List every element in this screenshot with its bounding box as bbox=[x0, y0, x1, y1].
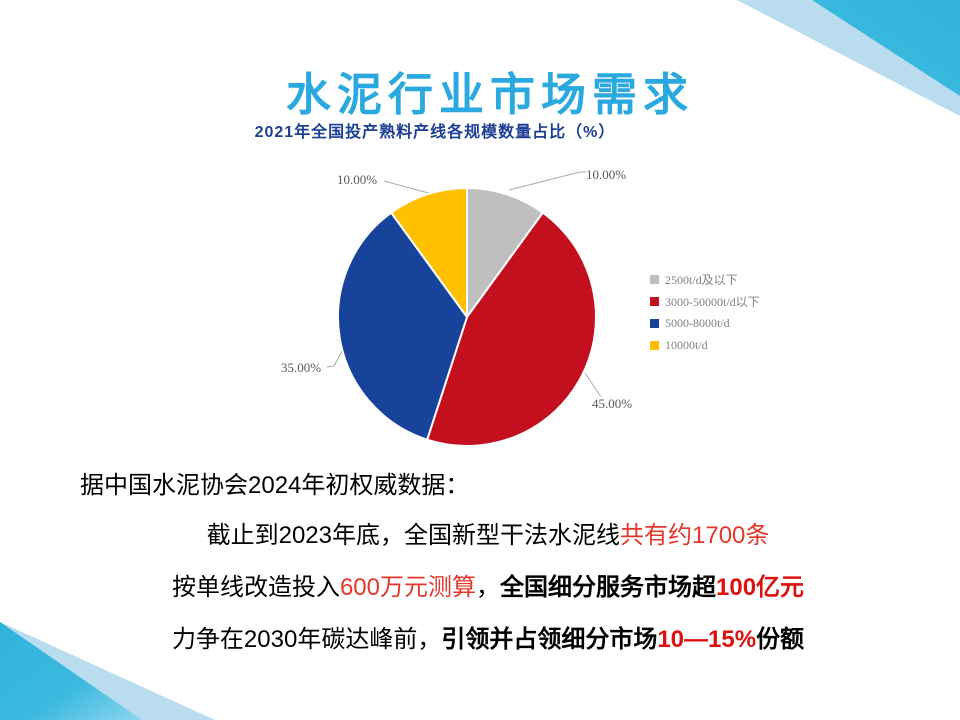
slide-title: 水泥行业市场需求 bbox=[285, 69, 694, 120]
leader-line-gray-slice bbox=[508, 171, 586, 191]
legend-marker-icon bbox=[650, 318, 659, 328]
text-run: 共有约1700条 bbox=[620, 522, 770, 549]
body-text-line-1: 据中国水泥协会2024年初权威数据： bbox=[80, 472, 470, 499]
text-run: 力争在2030年碳达峰前， bbox=[171, 626, 442, 653]
body-text-line-3: 按单线改造投入600万元测算，全国细分服务市场超100亿元 bbox=[28, 573, 948, 603]
text-run: 100亿元 bbox=[716, 574, 805, 601]
slice-label-yellow: 10.00% bbox=[337, 172, 378, 187]
pie-slice-10000t/d bbox=[390, 187, 468, 318]
legend-label: 5000-8000t/d bbox=[665, 315, 730, 330]
pie-slice-5000-8000t/d bbox=[337, 211, 468, 441]
slice-label-blue: 35.00% bbox=[281, 360, 322, 375]
body-text-line-2: 截止到2023年底，全国新型干法水泥线共有约1700条 bbox=[28, 521, 948, 551]
leader-line-red-slice bbox=[584, 372, 602, 398]
text-run: 按单线改造投入 bbox=[171, 574, 340, 601]
legend-item: 2500t/d及以下 bbox=[650, 268, 760, 290]
chart-legend: 2500t/d及以下 3000-50000t/d以下 5000-8000t/d … bbox=[650, 268, 760, 356]
legend-item: 5000-8000t/d bbox=[650, 312, 760, 334]
leader-lines bbox=[326, 171, 602, 398]
slice-label-gray: 10.00% bbox=[586, 167, 627, 182]
chart-title: 2021年全国投产熟料产线各规模数量占比（%） bbox=[254, 124, 616, 141]
text-run: 引领并占领细分市场 bbox=[441, 626, 658, 653]
legend-marker-icon bbox=[650, 340, 659, 350]
pie-plot bbox=[337, 187, 597, 447]
pie-slice-2500t/d及以下 bbox=[466, 187, 544, 318]
text-run: 截止到2023年底，全国新型干法水泥线 bbox=[206, 522, 620, 549]
legend-marker-icon bbox=[650, 296, 659, 306]
legend-marker-icon bbox=[650, 274, 659, 284]
decor-triangle-top-right-cyan bbox=[812, 0, 960, 96]
decor-triangle-bottom-left-cyan bbox=[0, 622, 142, 720]
legend-item: 3000-50000t/d以下 bbox=[650, 290, 760, 312]
leader-line-yellow-slice bbox=[383, 180, 433, 195]
text-run: 10—15% bbox=[657, 626, 757, 653]
text-run: 全国细分服务市场超 bbox=[500, 574, 716, 601]
legend-label: 3000-50000t/d以下 bbox=[665, 294, 760, 309]
body-text-line-4: 力争在2030年碳达峰前，引领并占领细分市场10—15%份额 bbox=[28, 625, 948, 655]
slice-label-red: 45.00% bbox=[592, 396, 633, 411]
legend-label: 2500t/d及以下 bbox=[665, 272, 738, 287]
legend-item: 10000t/d bbox=[650, 334, 760, 356]
text-run: 600万元测算 bbox=[339, 574, 476, 601]
pie-slice-3000-50000t/d以下 bbox=[426, 211, 597, 447]
legend-label: 10000t/d bbox=[665, 337, 708, 352]
text-run: ， bbox=[476, 574, 500, 601]
text-run: 份额 bbox=[756, 626, 805, 653]
